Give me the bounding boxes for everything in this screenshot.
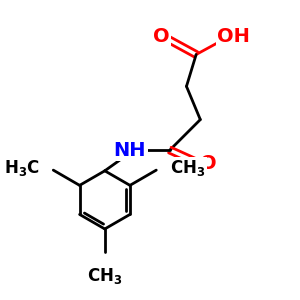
- Text: O: O: [200, 154, 217, 173]
- Text: $\mathdefault{CH_3}$: $\mathdefault{CH_3}$: [170, 158, 206, 178]
- Text: O: O: [153, 27, 170, 46]
- Text: $\mathdefault{CH_3}$: $\mathdefault{CH_3}$: [87, 266, 122, 286]
- Text: OH: OH: [217, 27, 250, 46]
- Text: NH: NH: [113, 140, 146, 160]
- Text: $\mathdefault{H_3C}$: $\mathdefault{H_3C}$: [4, 158, 40, 178]
